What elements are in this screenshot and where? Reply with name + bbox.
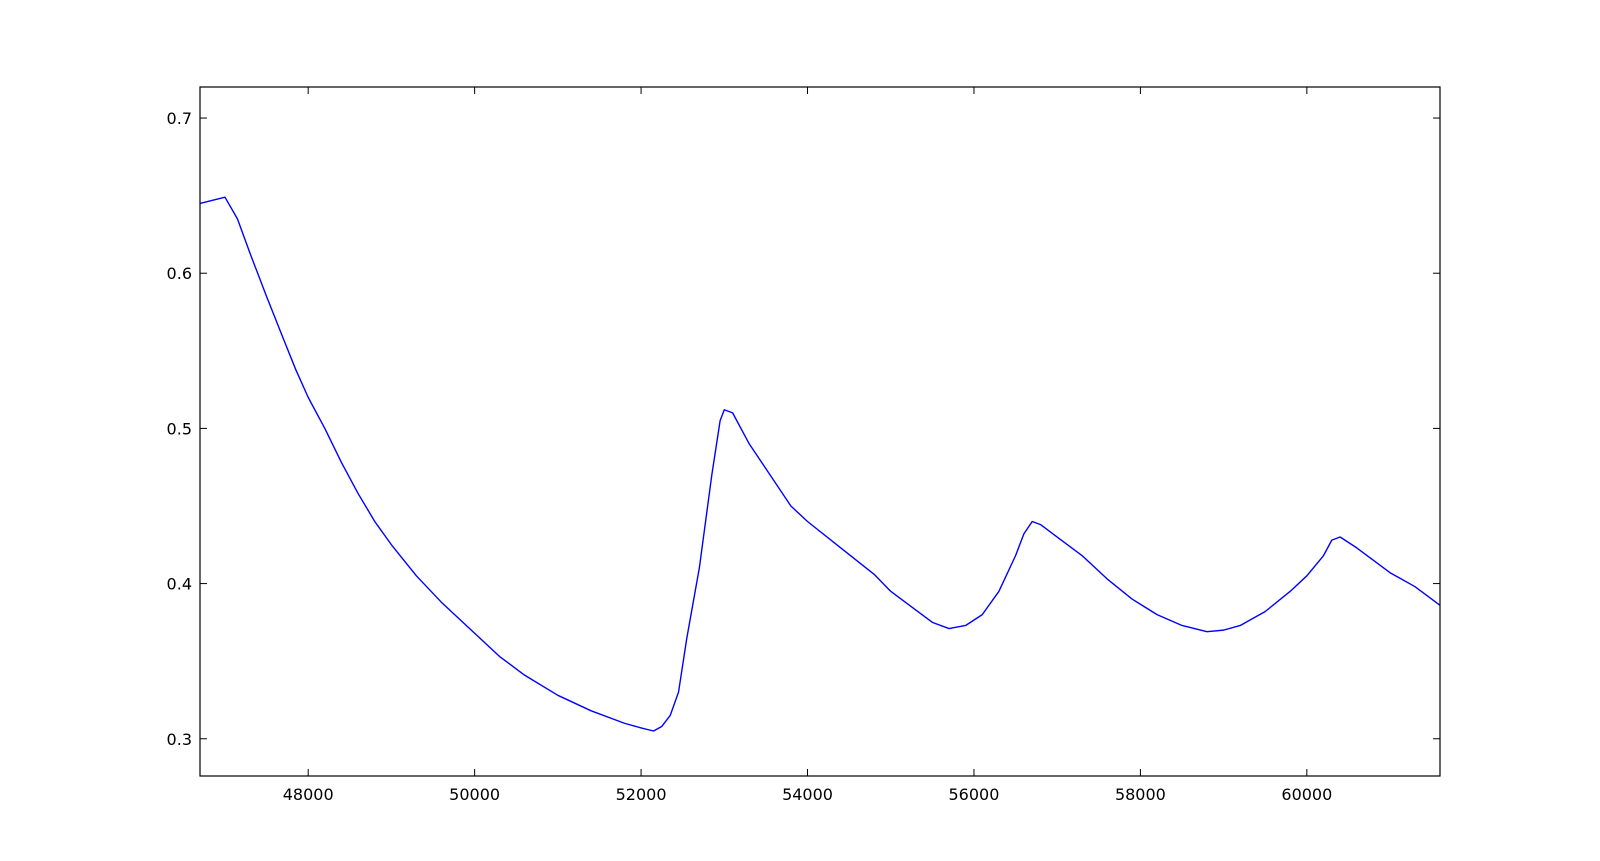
x-tick-label: 56000 <box>949 785 1000 804</box>
x-tick-label: 52000 <box>616 785 667 804</box>
series-line-0 <box>199 196 1441 732</box>
y-tick-label: 0.4 <box>167 575 192 594</box>
x-axis: 48000 50000 52000 54000 56000 58000 60000 <box>283 87 1332 804</box>
x-tick-label: 50000 <box>449 785 500 804</box>
y-tick-label: 0.7 <box>167 109 192 128</box>
x-tick-label: 60000 <box>1281 785 1332 804</box>
plot-area <box>200 87 1440 776</box>
y-tick-label: 0.6 <box>167 264 192 283</box>
x-tick-label: 48000 <box>283 785 334 804</box>
plot-frame <box>199 86 1441 777</box>
y-tick-label: 0.3 <box>167 730 192 749</box>
x-tick-label: 58000 <box>1115 785 1166 804</box>
y-axis: 0.3 0.4 0.5 0.6 0.7 <box>167 109 1440 749</box>
x-tick-label: 54000 <box>782 785 833 804</box>
series-layer <box>199 196 1441 732</box>
y-tick-label: 0.5 <box>167 419 192 438</box>
